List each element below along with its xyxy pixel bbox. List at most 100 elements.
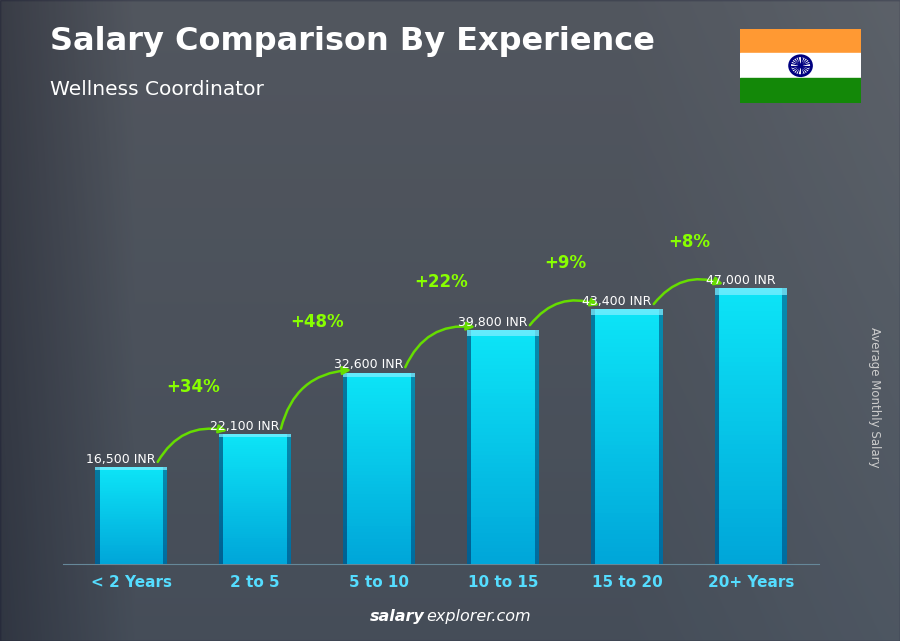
- Bar: [591, 462, 662, 466]
- Bar: [343, 401, 415, 404]
- Bar: [343, 465, 415, 469]
- Bar: [220, 545, 291, 547]
- Bar: [467, 385, 539, 388]
- Text: 39,800 INR: 39,800 INR: [458, 316, 527, 329]
- Bar: [715, 555, 787, 560]
- Bar: [220, 503, 291, 506]
- Bar: [591, 538, 662, 543]
- Bar: [95, 520, 167, 522]
- Bar: [467, 549, 539, 553]
- Text: explorer.com: explorer.com: [427, 610, 531, 624]
- Bar: [591, 313, 662, 317]
- Bar: [343, 372, 415, 378]
- Bar: [343, 417, 415, 420]
- Bar: [343, 494, 415, 497]
- Bar: [95, 553, 167, 554]
- Bar: [715, 463, 787, 467]
- Bar: [95, 532, 167, 533]
- Bar: [715, 541, 787, 545]
- Bar: [220, 476, 291, 478]
- Bar: [591, 470, 662, 475]
- Bar: [343, 487, 415, 490]
- Bar: [343, 551, 415, 554]
- Bar: [343, 376, 415, 379]
- Bar: [95, 495, 167, 496]
- Bar: [715, 334, 787, 338]
- Bar: [95, 504, 167, 506]
- Bar: [715, 338, 787, 343]
- Text: 47,000 INR: 47,000 INR: [706, 274, 776, 287]
- Bar: [467, 556, 539, 560]
- Bar: [467, 424, 539, 428]
- Bar: [591, 360, 662, 364]
- Bar: [467, 525, 539, 529]
- Bar: [220, 538, 291, 540]
- Bar: [343, 545, 415, 548]
- Bar: [467, 451, 539, 455]
- Bar: [220, 471, 291, 473]
- Bar: [715, 302, 787, 306]
- Bar: [220, 465, 291, 467]
- Bar: [220, 454, 291, 456]
- Bar: [220, 547, 291, 549]
- Bar: [715, 490, 787, 495]
- Bar: [343, 478, 415, 481]
- Bar: [220, 517, 291, 519]
- Text: 22,100 INR: 22,100 INR: [211, 420, 280, 433]
- Bar: [467, 428, 539, 431]
- Bar: [715, 458, 787, 463]
- Bar: [715, 366, 787, 370]
- Bar: [467, 459, 539, 463]
- Bar: [467, 377, 539, 381]
- Bar: [591, 522, 662, 526]
- Bar: [343, 535, 415, 538]
- Bar: [715, 315, 787, 320]
- Bar: [95, 559, 167, 561]
- Bar: [95, 561, 167, 562]
- Bar: [715, 412, 787, 417]
- Bar: [220, 540, 291, 542]
- Bar: [715, 421, 787, 426]
- Bar: [467, 358, 539, 362]
- Bar: [220, 519, 291, 520]
- Bar: [467, 533, 539, 537]
- Bar: [467, 362, 539, 365]
- Bar: [343, 433, 415, 437]
- Bar: [95, 512, 167, 514]
- Bar: [343, 497, 415, 500]
- Bar: [591, 428, 662, 432]
- Bar: [591, 501, 662, 504]
- Bar: [591, 326, 662, 330]
- Bar: [220, 551, 291, 553]
- Bar: [467, 517, 539, 521]
- Bar: [591, 309, 595, 564]
- Bar: [343, 440, 415, 443]
- Bar: [467, 365, 539, 369]
- Bar: [591, 369, 662, 373]
- Bar: [220, 495, 291, 497]
- Bar: [95, 533, 167, 535]
- Bar: [95, 546, 167, 548]
- Bar: [220, 469, 291, 471]
- Bar: [220, 460, 291, 462]
- Bar: [220, 501, 291, 503]
- Bar: [343, 443, 415, 446]
- Bar: [95, 551, 167, 553]
- Bar: [343, 519, 415, 522]
- Bar: [95, 498, 167, 499]
- Bar: [343, 424, 415, 427]
- Bar: [715, 408, 787, 412]
- Text: Wellness Coordinator: Wellness Coordinator: [50, 80, 264, 99]
- Bar: [467, 350, 539, 354]
- Bar: [343, 506, 415, 510]
- Bar: [163, 467, 167, 564]
- Bar: [591, 386, 662, 390]
- Bar: [591, 356, 662, 360]
- Bar: [220, 438, 291, 441]
- Bar: [591, 309, 662, 315]
- Bar: [343, 462, 415, 465]
- Bar: [343, 526, 415, 529]
- Bar: [591, 556, 662, 560]
- Bar: [95, 496, 167, 498]
- Bar: [95, 467, 100, 564]
